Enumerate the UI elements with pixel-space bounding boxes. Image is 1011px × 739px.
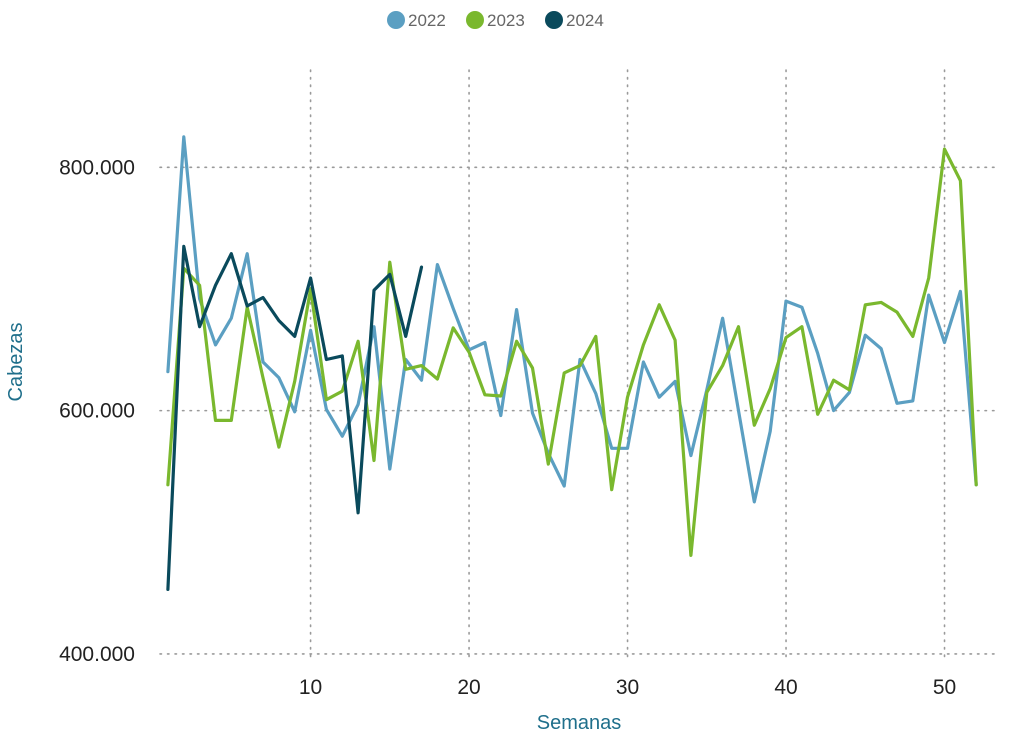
y-tick-label: 400.000 xyxy=(59,643,135,666)
y-tick-label: 600.000 xyxy=(59,400,135,423)
x-tick-label: 40 xyxy=(774,676,797,699)
x-tick-label: 10 xyxy=(299,676,322,699)
series-line-2023 xyxy=(166,147,978,558)
legend-label-2022: 2022 xyxy=(408,11,446,30)
y-gridlines xyxy=(159,166,1001,655)
x-tick-label: 30 xyxy=(616,676,639,699)
x-axis-title: Semanas xyxy=(537,712,622,734)
x-tick-label: 50 xyxy=(933,676,956,699)
legend-marker-2022 xyxy=(387,11,405,29)
series-layer xyxy=(166,135,978,592)
series-line-2022 xyxy=(166,135,978,504)
y-axis-ticks: 400.000 600.000 800.000 xyxy=(59,156,135,666)
legend-marker-2024 xyxy=(545,11,563,29)
x-axis-ticks: 10 20 30 40 50 xyxy=(299,676,956,699)
legend-label-2024: 2024 xyxy=(566,11,604,30)
y-axis-title: Cabezas xyxy=(5,323,27,402)
legend-label-2023: 2023 xyxy=(487,11,525,30)
x-gridlines xyxy=(309,69,946,661)
series-line-2024 xyxy=(166,244,424,592)
x-tick-label: 20 xyxy=(457,676,480,699)
legend-marker-2023 xyxy=(466,11,484,29)
legend: 2022 2023 2024 xyxy=(387,11,604,30)
y-tick-label: 800.000 xyxy=(59,156,135,179)
